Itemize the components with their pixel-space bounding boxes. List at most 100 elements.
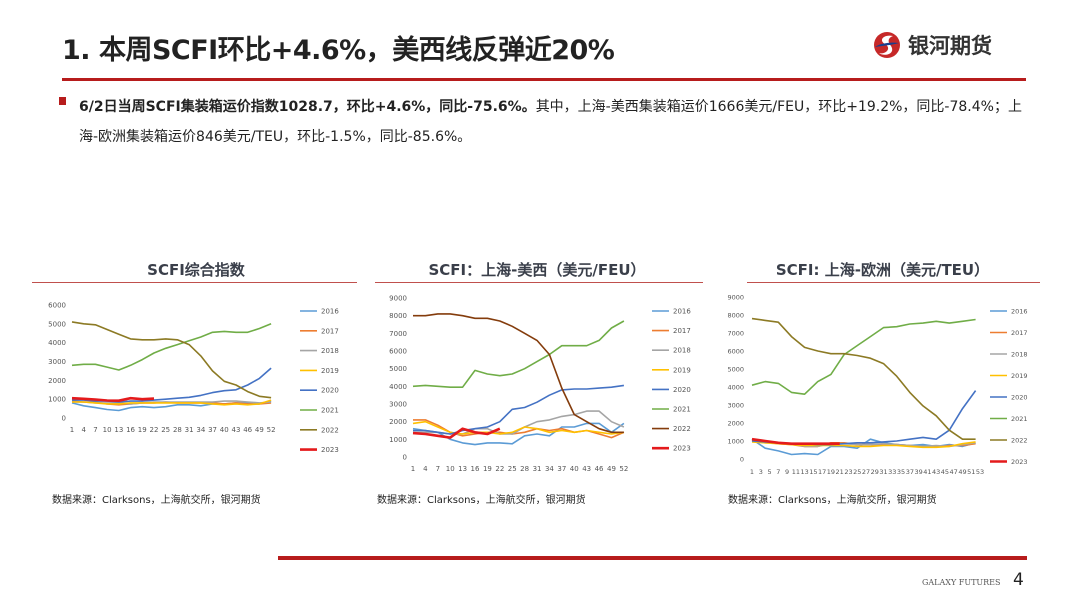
legend-label-2021: 2021 <box>1011 415 1028 423</box>
legend-label-2018: 2018 <box>1011 351 1028 359</box>
x-tick-label: 9 <box>785 468 789 476</box>
y-tick-label: 4000 <box>389 383 407 391</box>
y-tick-label: 6000 <box>389 348 407 356</box>
y-tick-label: 0 <box>403 454 407 462</box>
y-tick-label: 3000 <box>389 401 407 409</box>
x-tick-label: 27 <box>862 468 870 476</box>
legend-label-2017: 2017 <box>321 327 339 335</box>
summary-bold: 6/2日当周SCFI集装箱运价指数1028.7，环比+4.6%，同比-75.6%… <box>79 99 536 115</box>
series-line-2023 <box>751 437 840 446</box>
x-tick-label: 17 <box>818 468 826 476</box>
legend-label-2016: 2016 <box>321 308 339 316</box>
legend-label-2018: 2018 <box>321 347 339 355</box>
x-tick-label: 49 <box>255 426 264 434</box>
x-tick-label: 31 <box>185 426 194 434</box>
x-tick-label: 29 <box>871 468 879 476</box>
x-tick-label: 52 <box>619 465 628 473</box>
x-tick-label: 33 <box>888 468 896 476</box>
series-line-2022 <box>751 317 976 441</box>
series-line-2022 <box>413 313 624 434</box>
series-line-2019 <box>72 399 272 406</box>
chart-title-europe: SCFI: 上海-欧洲（美元/TEU） <box>775 261 990 279</box>
y-tick-label: 8000 <box>389 312 407 320</box>
x-tick-label: 53 <box>976 468 984 476</box>
x-tick-label: 5 <box>767 468 771 476</box>
x-tick-label: 46 <box>595 465 604 473</box>
chart-title-underline <box>747 282 1040 283</box>
series-line-2020 <box>413 384 625 435</box>
legend-label-2018: 2018 <box>673 347 691 355</box>
x-tick-label: 37 <box>906 468 914 476</box>
legend-label-2020: 2020 <box>673 386 691 394</box>
x-tick-label: 22 <box>150 426 159 434</box>
x-tick-label: 25 <box>508 465 517 473</box>
chart-title-composite: SCFI综合指数 <box>147 261 245 279</box>
x-tick-label: 28 <box>520 465 529 473</box>
x-tick-label: 19 <box>138 426 147 434</box>
legend-label-2023: 2023 <box>673 445 691 453</box>
y-tick-label: 5000 <box>389 365 407 373</box>
legend-label-2023: 2023 <box>1011 458 1028 466</box>
legend-label-2023: 2023 <box>321 446 339 454</box>
x-tick-label: 28 <box>173 426 182 434</box>
x-tick-label: 16 <box>126 426 135 434</box>
x-tick-label: 39 <box>914 468 922 476</box>
series-line-2020 <box>751 390 977 446</box>
x-tick-label: 16 <box>471 465 480 473</box>
x-tick-label: 10 <box>446 465 455 473</box>
y-tick-label: 7000 <box>727 330 744 338</box>
x-tick-label: 51 <box>967 468 975 476</box>
summary-normal: 其中，上海-美西集装箱运价1666美元/FEU，环比+19.2%，同比-78.4… <box>79 99 1022 145</box>
y-tick-label: 4000 <box>727 384 744 392</box>
series-line-2021 <box>751 318 976 396</box>
chart-source: 数据来源：Clarksons，上海航交所，银河期货 <box>728 495 937 506</box>
series-line-2022 <box>71 321 272 399</box>
chart-title-underline <box>375 282 703 283</box>
series-line-2020 <box>72 367 272 403</box>
logo-text: 银河期货 <box>908 34 992 58</box>
legend-label-2017: 2017 <box>1011 329 1028 337</box>
x-tick-label: 7 <box>436 465 440 473</box>
x-tick-label: 1 <box>750 468 754 476</box>
y-tick-label: 7000 <box>389 330 407 338</box>
x-tick-label: 43 <box>232 426 241 434</box>
x-tick-label: 31 <box>533 465 542 473</box>
y-tick-label: 3000 <box>48 358 66 366</box>
x-tick-label: 34 <box>196 426 205 434</box>
chart-source: 数据来源：Clarksons，上海航交所，银河期货 <box>377 495 586 506</box>
x-tick-label: 41 <box>923 468 931 476</box>
x-tick-label: 3 <box>759 468 763 476</box>
x-tick-label: 31 <box>879 468 887 476</box>
x-tick-label: 40 <box>220 426 229 434</box>
x-tick-label: 43 <box>932 468 940 476</box>
x-tick-label: 45 <box>941 468 949 476</box>
y-tick-label: 0 <box>740 456 744 464</box>
chart-title-us-west: SCFI：上海-美西（美元/FEU） <box>428 261 646 279</box>
x-tick-label: 13 <box>458 465 467 473</box>
legend-label-2019: 2019 <box>673 366 691 374</box>
x-tick-label: 40 <box>570 465 579 473</box>
legend-label-2022: 2022 <box>1011 437 1028 445</box>
page-title: 1. 本周SCFI环比+4.6%，美西线反弹近20% <box>62 35 615 66</box>
x-tick-label: 23 <box>844 468 852 476</box>
x-tick-label: 4 <box>81 426 86 434</box>
legend-label-2020: 2020 <box>321 387 339 395</box>
y-tick-label: 9000 <box>727 294 744 302</box>
x-tick-label: 7 <box>776 468 780 476</box>
legend-label-2017: 2017 <box>673 327 691 335</box>
x-tick-label: 22 <box>495 465 504 473</box>
legend-label-2021: 2021 <box>673 406 691 414</box>
y-tick-label: 0 <box>62 415 66 423</box>
y-tick-label: 5000 <box>727 366 744 374</box>
x-tick-label: 15 <box>809 468 817 476</box>
legend-label-2016: 2016 <box>673 308 691 316</box>
legend-label-2021: 2021 <box>321 407 339 415</box>
legend-label-2016: 2016 <box>1011 308 1028 316</box>
y-tick-label: 9000 <box>389 295 407 303</box>
x-tick-label: 4 <box>423 465 428 473</box>
x-tick-label: 49 <box>958 468 966 476</box>
x-tick-label: 13 <box>114 426 123 434</box>
chart-title-underline <box>32 282 357 283</box>
x-tick-label: 47 <box>950 468 958 476</box>
